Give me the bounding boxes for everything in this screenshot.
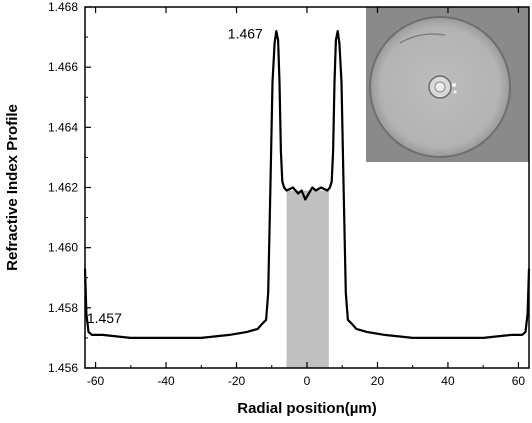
value-annotation: 1.467 <box>228 26 263 42</box>
x-tick-label: 20 <box>371 374 385 388</box>
x-tick-label: 0 <box>304 374 311 388</box>
inset-bright-spot <box>452 83 456 87</box>
shaded-core-region <box>286 190 329 368</box>
y-tick-label: 1.460 <box>48 241 78 255</box>
y-tick-label: 1.468 <box>48 0 78 14</box>
x-axis-ticks: -60 -40 -20 0 20 40 60 <box>87 7 526 388</box>
annotations: 1.467 1.457 <box>87 26 263 326</box>
x-axis-title: Radial position(µm) <box>237 400 376 417</box>
inset-scratch <box>399 33 446 44</box>
x-tick-label: -20 <box>228 374 246 388</box>
refractive-index-curve <box>83 30 531 339</box>
x-tick-label: 60 <box>512 374 526 388</box>
y-tick-label: 1.462 <box>48 181 78 195</box>
y-tick-label: 1.464 <box>48 120 78 134</box>
y-axis-ticks: 1.456 1.458 1.460 1.462 1.464 1.466 1.468 <box>48 0 91 375</box>
fiber-core <box>434 81 446 93</box>
y-tick-label: 1.456 <box>48 361 78 375</box>
y-tick-label: 1.458 <box>48 301 78 315</box>
x-tick-label: 40 <box>441 374 455 388</box>
inset-bright-spot <box>453 90 457 94</box>
x-tick-label: -40 <box>157 374 175 388</box>
y-axis-title: Refractive Index Profile <box>4 104 21 271</box>
value-annotation: 1.457 <box>87 310 122 326</box>
y-tick-label: 1.466 <box>48 60 78 74</box>
fiber-cross-section-inset <box>366 7 529 162</box>
x-tick-label: -60 <box>87 374 105 388</box>
